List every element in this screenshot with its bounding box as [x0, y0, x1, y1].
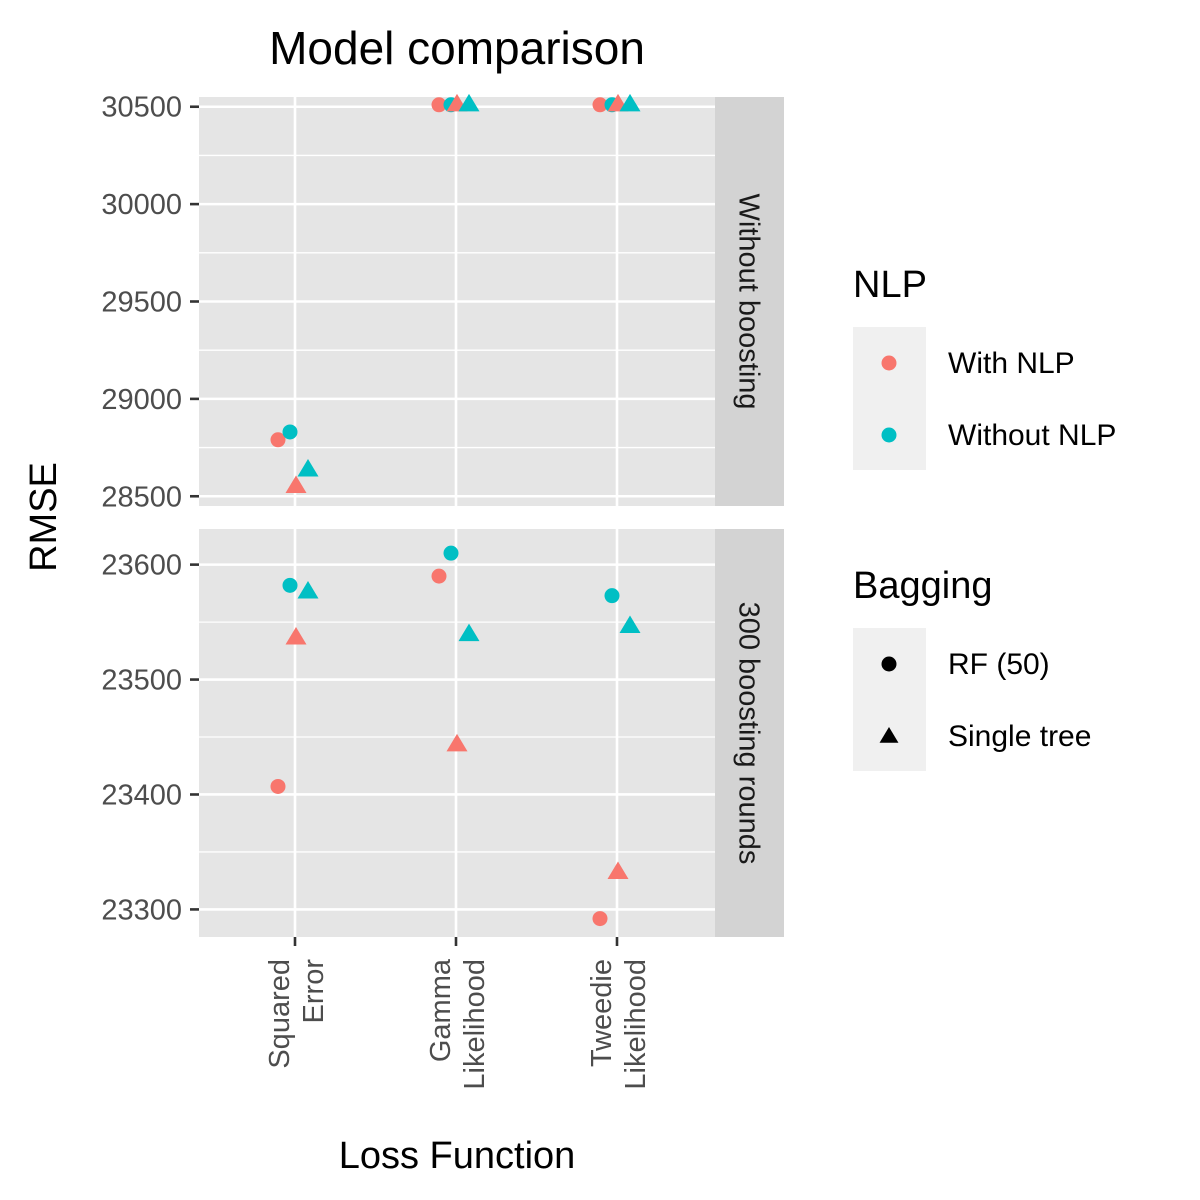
data-point-circle: [270, 432, 286, 448]
legend-title: NLP: [853, 264, 927, 306]
data-point-circle: [282, 577, 298, 593]
x-tick-label-line1: Tweedie: [586, 959, 618, 1067]
x-tick-label-line2: Likelihood: [620, 959, 652, 1090]
data-point-triangle: [446, 733, 468, 752]
legend-key-background: [853, 628, 926, 771]
data-point-circle: [592, 911, 608, 927]
data-point-triangle: [458, 623, 480, 642]
facet-strip-label: 300 boosting rounds: [733, 602, 765, 865]
y-tick-label: 23500: [101, 665, 182, 697]
y-tick-label: 30500: [101, 92, 182, 124]
data-point-triangle: [619, 615, 641, 634]
data-point-circle: [282, 424, 298, 440]
data-point-triangle: [458, 93, 480, 112]
data-point-triangle: [297, 458, 319, 477]
x-axis-label: Loss Function: [339, 1135, 576, 1177]
data-point-circle: [443, 545, 459, 561]
y-tick-label: 23400: [101, 779, 182, 811]
data-point-circle: [431, 568, 447, 584]
data-point-triangle: [285, 475, 307, 494]
chart-title: Model comparison: [269, 22, 645, 74]
data-point-circle: [431, 97, 447, 113]
legend-item-label: Without NLP: [948, 419, 1116, 452]
x-tick-label-line2: Error: [298, 959, 330, 1024]
facet-strip: [715, 529, 784, 937]
legend-item-label: Single tree: [948, 720, 1091, 753]
legend-key-circle: [881, 355, 897, 371]
data-point-triangle: [607, 861, 629, 879]
plot-area: 28500 29000 29500 30000 30500 Without boostin…: [101, 92, 784, 1090]
x-tick-label-line1: Gamma: [425, 958, 457, 1062]
y-tick-label: 23600: [101, 550, 182, 582]
data-point-triangle: [285, 627, 307, 645]
data-point-circle: [270, 778, 286, 794]
y-tick-label: 29000: [101, 384, 182, 416]
data-point-triangle: [619, 93, 641, 112]
legend-key-circle: [881, 656, 897, 672]
legend-key-triangle: [879, 727, 899, 743]
legend-key-circle: [881, 427, 897, 443]
legend-item-label: With NLP: [948, 347, 1075, 380]
y-axis-label: RMSE: [23, 462, 65, 572]
data-point-circle: [604, 588, 620, 604]
legend-item-label: RF (50): [948, 648, 1050, 681]
data-point-triangle: [297, 581, 319, 599]
legend-title: Bagging: [853, 565, 992, 607]
facet-strip-label: Without boosting: [733, 193, 765, 409]
x-tick-label-line1: Squared: [264, 959, 296, 1069]
y-tick-label: 30000: [101, 189, 182, 221]
data-point-circle: [592, 97, 608, 113]
y-tick-label: 28500: [101, 481, 182, 513]
x-tick-label-line2: Likelihood: [459, 959, 491, 1090]
y-tick-label: 29500: [101, 287, 182, 319]
facet-strip: [715, 97, 784, 506]
y-tick-label: 23300: [101, 894, 182, 926]
legend-key-background: [853, 327, 926, 470]
legend: NLP With NLP Without NLP Bagging RF (50) Sing…: [853, 264, 1116, 771]
